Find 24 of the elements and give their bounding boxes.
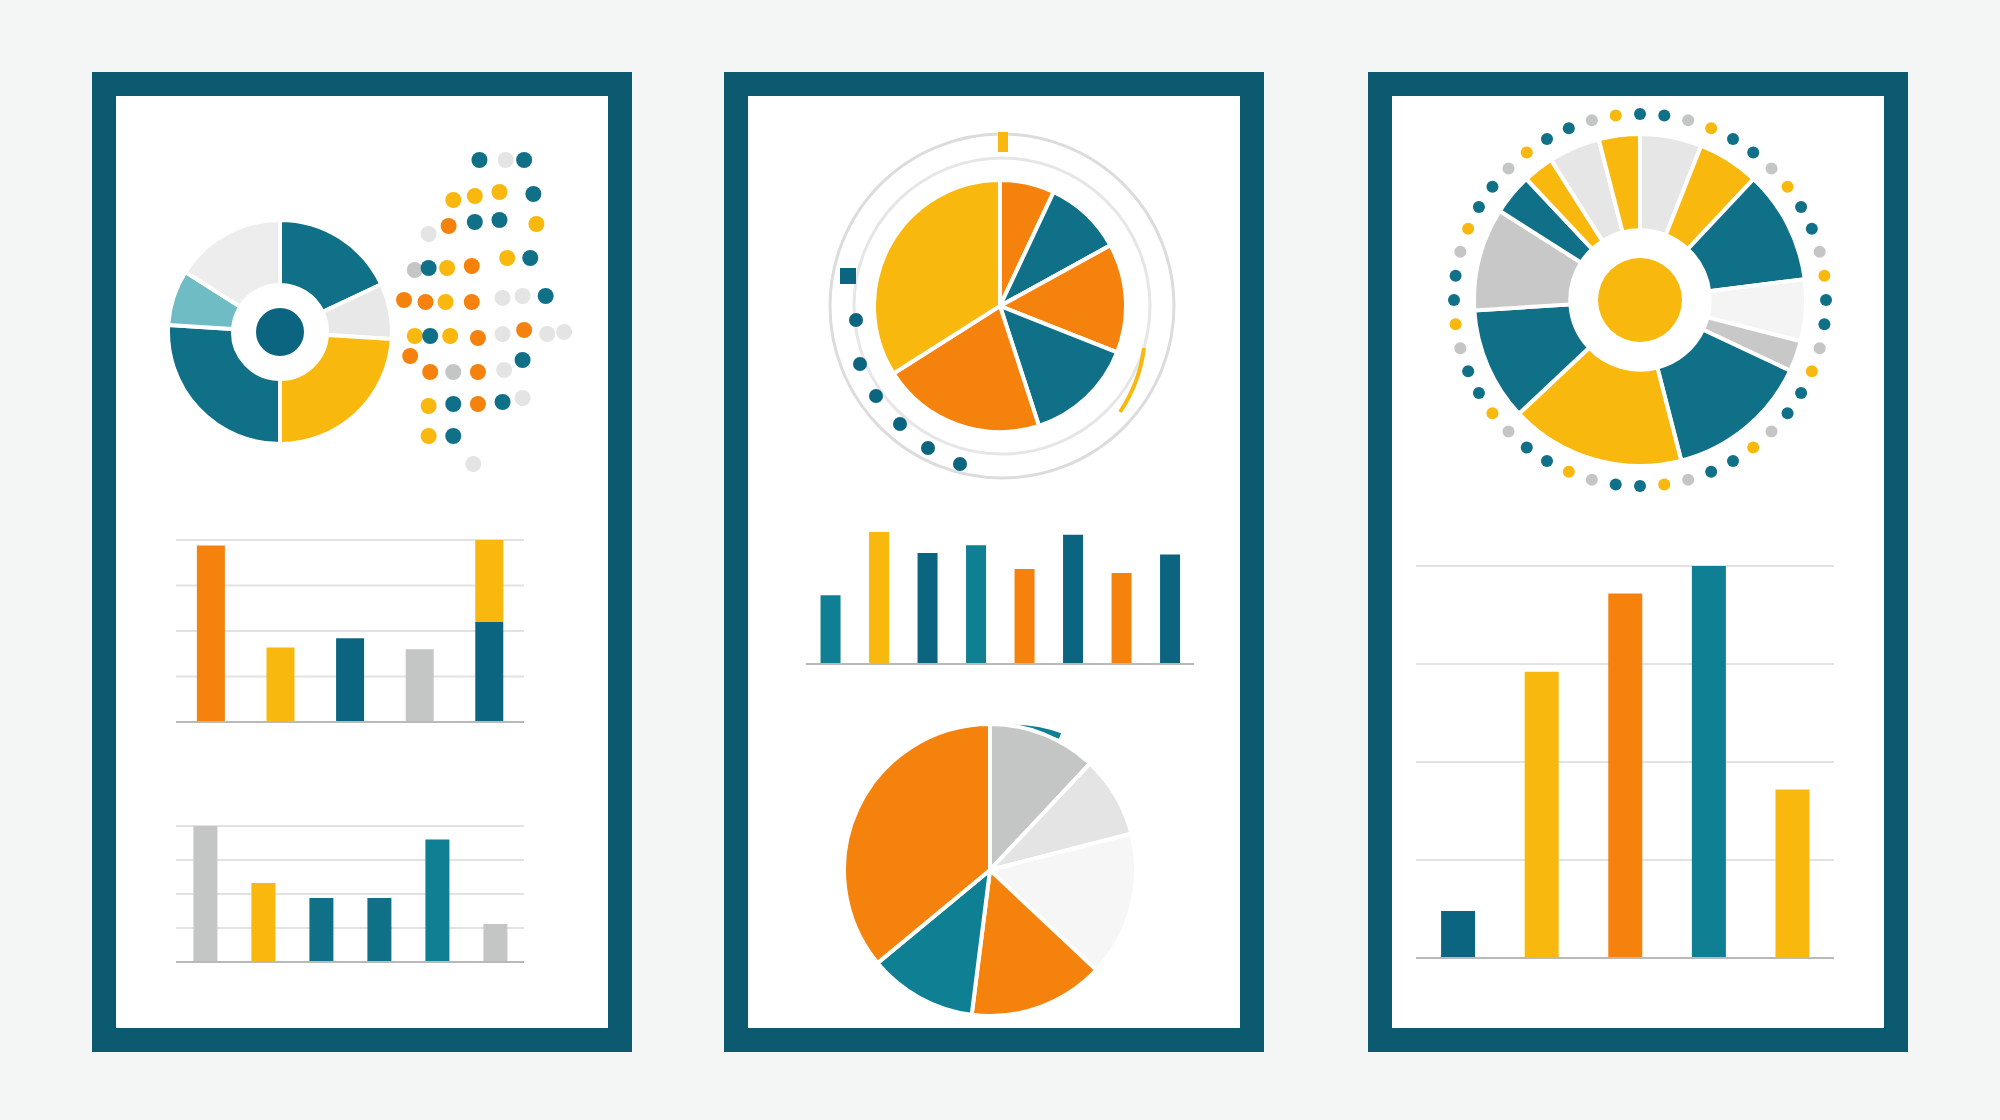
bar	[405, 649, 434, 722]
bar	[917, 553, 938, 664]
bar	[193, 826, 218, 962]
bar	[483, 923, 508, 962]
bar	[309, 898, 334, 962]
bar	[1441, 910, 1476, 958]
bar	[251, 883, 276, 962]
bar	[820, 595, 841, 664]
bar	[196, 545, 225, 722]
bar	[475, 540, 504, 622]
bar	[367, 898, 392, 962]
bar	[1014, 568, 1035, 664]
bar	[1160, 554, 1181, 664]
bar	[1063, 534, 1084, 664]
bar	[1524, 671, 1559, 958]
bar	[1775, 789, 1810, 958]
bar	[425, 839, 450, 962]
bar	[869, 532, 890, 664]
bar	[1111, 572, 1132, 664]
bar	[336, 638, 365, 722]
bar	[1608, 593, 1643, 958]
bar	[966, 545, 987, 664]
bar	[1691, 566, 1726, 958]
bar	[475, 621, 504, 722]
